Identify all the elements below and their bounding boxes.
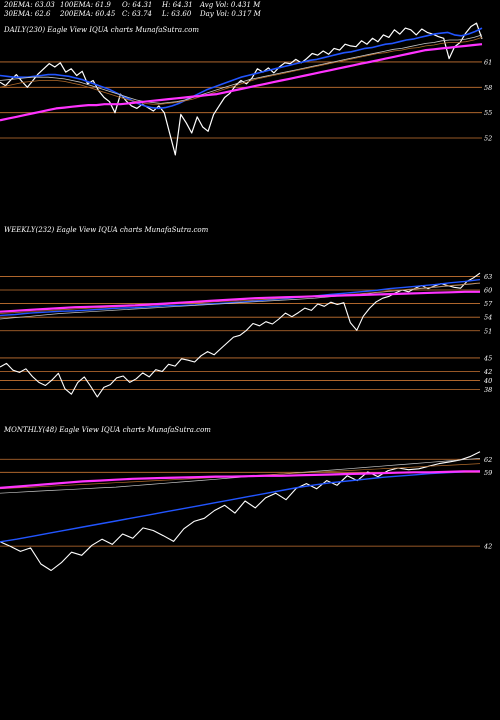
header-low: L: 63.60 [162,10,192,18]
daily-panel: 61 58 55 52 [0,22,492,156]
series-ema-brown [0,37,483,105]
level-label: 61 [484,58,492,66]
series-price [0,451,481,572]
header-ema200: 200EMA: 60.45 [60,10,116,18]
series-ema-slow [0,290,480,313]
level-label: 52 [484,135,492,143]
header-ema20: 20EMA: 63.03 [4,1,55,9]
level-label: 59 [484,469,492,477]
level-label: 45 [483,354,492,362]
series-ema-fast [0,27,483,110]
level-label: 55 [484,109,492,117]
header-close: C: 63.74 [122,10,152,18]
series-price [0,22,483,156]
weekly-panel-title: WEEKLY(232) Eagle View IQUA charts Munaf… [4,226,209,234]
series-ema-slow [0,470,480,489]
header-high: H: 64.31 [162,1,193,9]
level-label: 42 [483,368,492,376]
monthly-panel-title: MONTHLY(48) Eagle View IQUA charts Munaf… [4,426,211,434]
level-label: 57 [484,300,493,308]
header-avg-vol: Avg Vol: 0.431 M [200,1,261,9]
series-price [0,272,481,398]
header-open: O: 64.31 [122,1,153,9]
daily-panel-title: DAILY(230) Eagle View IQUA charts Munafa… [4,26,200,34]
level-label: 38 [484,386,492,394]
level-label: 40 [483,377,492,385]
level-label: 51 [484,327,492,335]
level-label: 42 [483,543,492,551]
series-ema-fast [0,278,481,317]
header-day-vol: Day Vol: 0.317 M [200,10,261,18]
level-label: 62 [484,456,492,464]
level-label: 63 [484,273,492,281]
series-ema-mid [0,34,483,104]
header-ema100: 100EMA: 61.9 [60,1,111,9]
series-ema-brown [0,282,481,314]
monthly-panel: 62 59 42 [0,451,492,572]
level-label: 54 [484,314,492,322]
series-ema-slow [0,43,483,122]
level-label: 58 [484,84,492,92]
series-ema-fast [0,470,481,543]
level-label: 60 [484,287,492,295]
series-ema-mid [0,282,481,320]
header-ema30: 30EMA: 62.6 [4,10,51,18]
